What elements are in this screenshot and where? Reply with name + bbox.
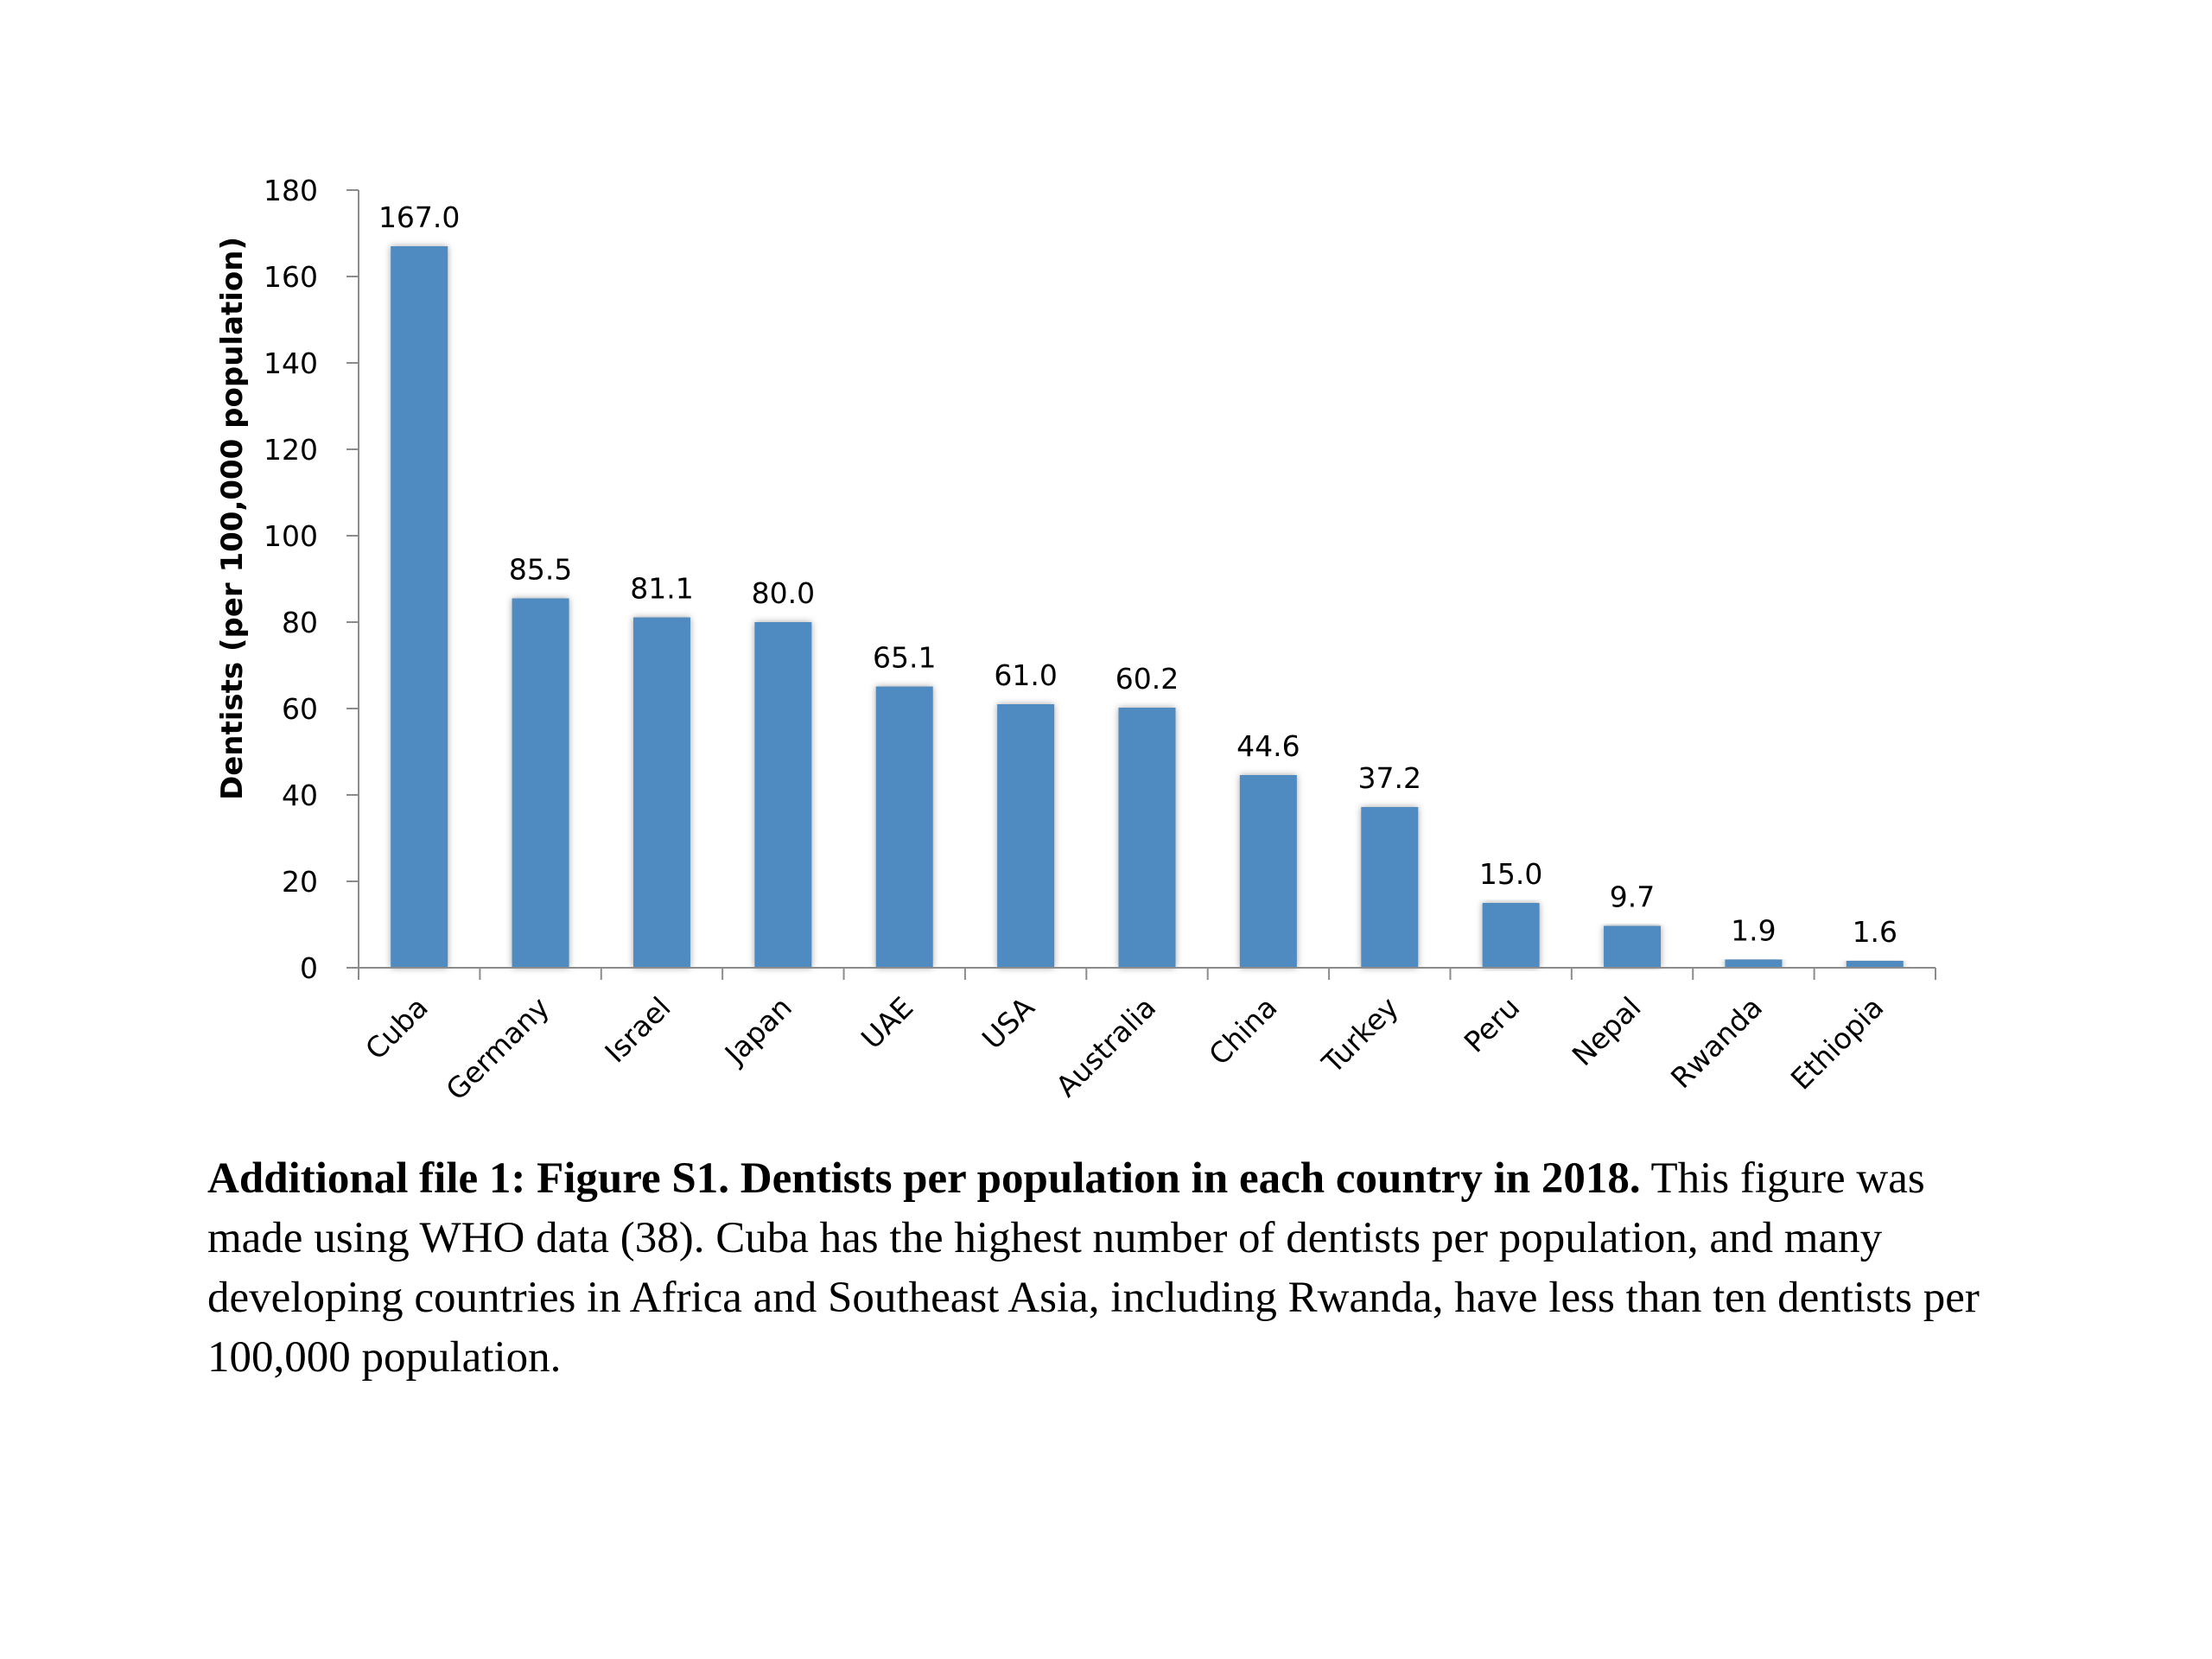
- category-label: Ethiopia: [1784, 990, 1891, 1096]
- category-label: Peru: [1458, 990, 1527, 1059]
- category-label: Israel: [598, 990, 677, 1069]
- bar-cuba: [391, 246, 448, 968]
- y-tick-label: 0: [300, 951, 318, 985]
- data-label: 80.0: [752, 576, 815, 610]
- category-label: Germany: [439, 990, 556, 1107]
- data-label: 65.1: [873, 641, 936, 675]
- data-label: 37.2: [1358, 761, 1421, 795]
- category-label: Australia: [1049, 990, 1162, 1103]
- y-tick-label: 120: [264, 433, 318, 467]
- bar-germany: [512, 598, 569, 968]
- bar-usa: [997, 704, 1055, 968]
- y-tick-label: 80: [282, 606, 318, 639]
- y-tick-label: 180: [264, 174, 318, 207]
- category-labels-group: Cuba Germany Israel Japan UAE USA Australia Chi…: [359, 990, 1890, 1107]
- data-label: 15.0: [1479, 857, 1542, 891]
- figure-caption: Additional file 1: Figure S1. Dentists p…: [207, 1149, 2022, 1388]
- bars-group: [391, 246, 1904, 968]
- caption-bold: Additional file 1: Figure S1. Dentists p…: [207, 1154, 1641, 1203]
- data-label: 44.6: [1236, 729, 1300, 763]
- category-label: UAE: [855, 990, 919, 1055]
- data-label: 61.0: [994, 658, 1057, 692]
- bar-turkey: [1361, 807, 1419, 968]
- data-label: 81.1: [630, 572, 693, 606]
- category-label: Turkey: [1315, 990, 1405, 1080]
- y-tick-label: 160: [264, 260, 318, 294]
- data-label: 1.6: [1853, 915, 1897, 949]
- y-tick-label: 60: [282, 692, 318, 726]
- data-label: 167.0: [378, 200, 460, 234]
- bar-chart: Dentists (per 100,000 population) 0 20 40 6…: [215, 174, 1936, 1107]
- category-label: Japan: [717, 990, 798, 1071]
- data-label: 60.2: [1116, 662, 1179, 696]
- caption-text: This figure was made using WHO data (38)…: [207, 1154, 1980, 1382]
- y-tick-label: 140: [264, 346, 318, 380]
- category-label: Nepal: [1566, 990, 1648, 1072]
- x-axis: [358, 967, 1936, 980]
- y-axis-title: Dentists (per 100,000 population): [215, 237, 250, 800]
- data-labels-group: 167.0 85.5 81.1 80.0 65.1 61.0 60.2 44.6 37.2 15.…: [378, 200, 1897, 949]
- bar-ethiopia: [1846, 961, 1904, 968]
- category-label: China: [1202, 990, 1283, 1071]
- bar-rwanda: [1725, 959, 1783, 968]
- category-label: Cuba: [359, 990, 435, 1066]
- bar-peru: [1482, 903, 1540, 968]
- y-tick-label: 40: [282, 779, 318, 812]
- data-label: 85.5: [509, 553, 572, 587]
- data-label: 9.7: [1610, 880, 1655, 914]
- bar-australia: [1118, 708, 1176, 968]
- y-axis: 0 20 40 60 80 100 120 140 160 180: [264, 174, 359, 985]
- y-tick-label: 20: [282, 865, 318, 899]
- category-label: USA: [976, 990, 1041, 1056]
- bar-japan: [754, 622, 812, 968]
- y-tick-label: 100: [264, 519, 318, 553]
- bar-uae: [875, 686, 933, 968]
- bar-nepal: [1604, 925, 1662, 968]
- bar-china: [1239, 775, 1297, 968]
- bar-israel: [632, 617, 690, 968]
- category-label: Rwanda: [1664, 990, 1769, 1095]
- data-label: 1.9: [1731, 914, 1776, 948]
